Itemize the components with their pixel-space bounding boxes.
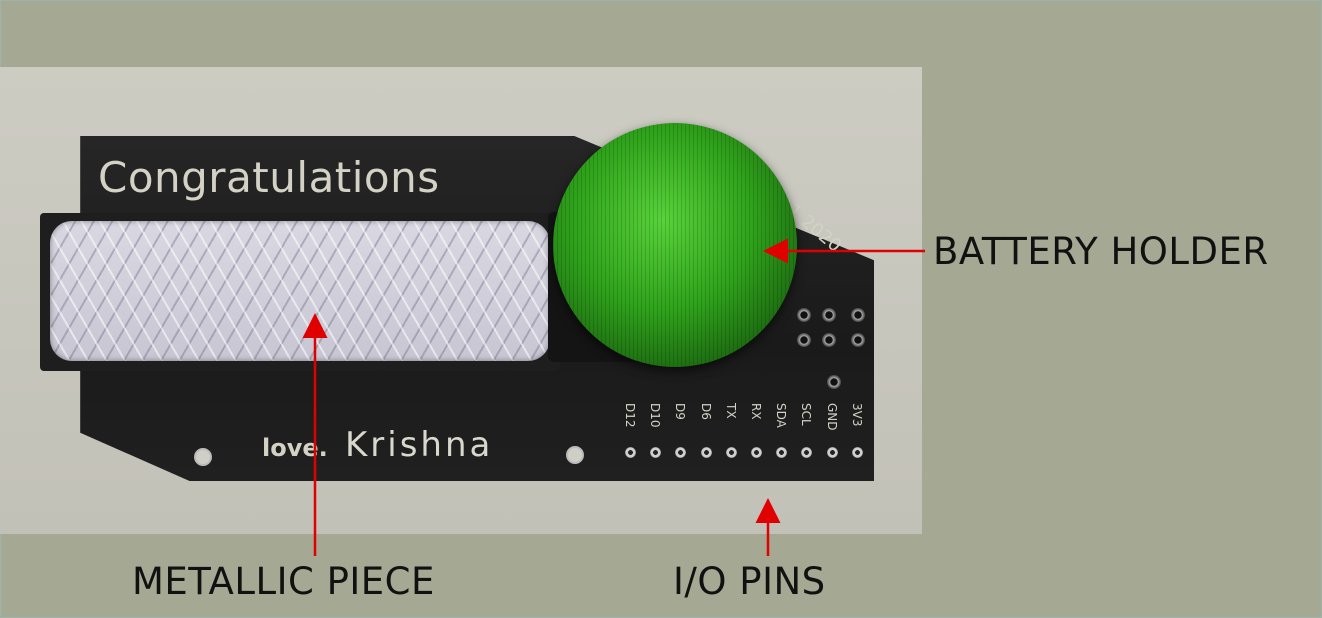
io-pin-pad	[776, 447, 788, 458]
header-pin	[827, 375, 841, 389]
io-pin-pad	[625, 447, 636, 458]
header-pin	[797, 333, 811, 347]
io-pin-pad	[801, 447, 813, 458]
metallic-piece-label: METALLIC PIECE	[132, 560, 435, 603]
signature-name: Krishna	[345, 425, 494, 465]
header-pin	[822, 333, 836, 347]
header-pin	[822, 308, 836, 322]
battery-holder-label: BATTERY HOLDER	[933, 230, 1269, 273]
header-pin	[797, 308, 811, 322]
header-pin	[851, 308, 865, 322]
io-pin-pad	[851, 447, 863, 458]
mounting-hole-left	[194, 448, 212, 466]
io-pin-pad	[700, 447, 712, 458]
io-pin-pad	[650, 447, 662, 458]
io-pin-pad	[675, 447, 687, 458]
battery-holder	[553, 123, 797, 367]
board-title: Congratulations	[98, 153, 440, 202]
header-pin	[851, 333, 865, 347]
io-pin-pad	[751, 447, 762, 458]
io-pin-pad	[826, 447, 838, 458]
signature-prefix: love.	[262, 434, 328, 462]
metallic-piece	[50, 221, 550, 361]
io-pin-pad	[725, 447, 737, 458]
io-pins-label: I/O PINS	[673, 560, 826, 603]
mounting-hole-right	[566, 446, 584, 464]
